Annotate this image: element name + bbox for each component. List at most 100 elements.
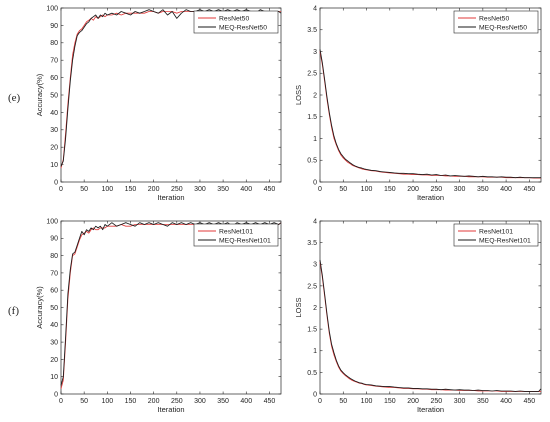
chart-2-xtick-label: 300 (194, 398, 206, 405)
chart-1-ylabel: LOSS (294, 85, 303, 105)
chart-0-xtick-label: 0 (59, 186, 63, 193)
chart-3-ytick-label: 3.5 (307, 240, 317, 247)
chart-2-ytick-label: 10 (50, 374, 58, 381)
chart-2-xtick-label: 400 (240, 398, 252, 405)
chart-1-xtick-label: 200 (407, 186, 419, 193)
chart-2-series-1-line (60, 222, 282, 386)
chart-3-ytick-label: 0 (313, 391, 317, 398)
chart-3-ytick-label: 3 (313, 262, 317, 269)
chart-0-series-1-line (60, 9, 282, 167)
chart-3-xtick-label: 300 (454, 398, 466, 405)
chart-2-legend (193, 223, 279, 247)
chart-1-xtick-label: 300 (454, 186, 466, 193)
chart-2-ytick-label: 80 (50, 253, 58, 260)
chart-0-ytick-label: 60 (50, 75, 58, 82)
chart-2-xtick-label: 0 (59, 398, 63, 405)
chart-1-xtick-label: 100 (361, 186, 373, 193)
chart-3-xtick-label: 150 (384, 398, 396, 405)
chart-3-ytick-label: 0.5 (307, 370, 317, 377)
chart-3-plot-area (319, 220, 542, 395)
chart-1-plot-area (319, 7, 542, 183)
chart-2-xtick-label: 200 (148, 398, 160, 405)
chart-3-xtick-label: 450 (524, 398, 536, 405)
chart-1-ytick-label: 2.5 (307, 71, 317, 78)
chart-1-legend (453, 10, 539, 34)
chart-0-ytick-label: 80 (50, 40, 58, 47)
chart-2-xtick-label: 450 (264, 398, 276, 405)
chart-1-legend-label-1: MEQ-ResNet50 (479, 24, 527, 31)
chart-2-ytick-label: 20 (50, 357, 58, 364)
chart-3-xtick-label: 50 (339, 398, 347, 405)
chart-3-xtick-label: 350 (477, 398, 489, 405)
chart-1-ytick-label: 1 (313, 136, 317, 143)
chart-accuracy-resnet101: 0 50 100 150 200 250 300 350 400 450 0 10 20 30 40 50 60… (35, 218, 282, 414)
chart-0-legend (193, 10, 279, 34)
chart-1-xtick-label: 350 (477, 186, 489, 193)
chart-1-xtick-label: 0 (318, 186, 322, 193)
chart-0-ytick-label: 50 (50, 92, 58, 99)
chart-3-xtick-label: 400 (500, 398, 512, 405)
chart-loss-resnet50: 0 50 100 150 200 250 300 350 400 450 0 0.5 1 1.5 2 2.5 3… (294, 5, 542, 202)
chart-3-xtick-label: 250 (430, 398, 442, 405)
chart-0-ytick-label: 70 (50, 58, 58, 65)
chart-3-series-0-line (319, 262, 541, 392)
chart-0-xtick-label: 150 (125, 186, 137, 193)
chart-2-ytick-label: 60 (50, 288, 58, 295)
chart-0-ytick-label: 90 (50, 23, 58, 30)
chart-2-ytick-label: 70 (50, 270, 58, 277)
chart-1-ytick-label: 0 (313, 179, 317, 186)
chart-2-ytick-label: 30 (50, 340, 58, 347)
chart-0-ylabel: Accuracy(%) (35, 73, 44, 116)
chart-loss-resnet101: 0 50 100 150 200 250 300 350 400 450 0 0.5 1 1.5 2 2.5 3… (294, 218, 542, 414)
chart-accuracy-resnet50: 0 50 100 150 200 250 300 350 400 450 0 10 20 30 40 50 60… (35, 5, 282, 202)
chart-3-xtick-label: 200 (407, 398, 419, 405)
chart-2-xtick-label: 250 (171, 398, 183, 405)
chart-0-xtick-label: 400 (240, 186, 252, 193)
chart-1-ytick-label: 1.5 (307, 114, 317, 121)
chart-0-xtick-label: 50 (80, 186, 88, 193)
chart-3-ytick-label: 1.5 (307, 327, 317, 334)
chart-0-xtick-label: 350 (217, 186, 229, 193)
chart-0-xtick-label: 300 (194, 186, 206, 193)
chart-2-legend-label-1: MEQ-ResNet101 (219, 237, 271, 244)
chart-0-ytick-label: 0 (54, 179, 58, 186)
chart-1-ytick-label: 3 (313, 49, 317, 56)
chart-0-ytick-label: 100 (46, 5, 58, 12)
chart-0-xtick-label: 250 (171, 186, 183, 193)
chart-1-series-1-line (319, 49, 541, 179)
chart-0-ytick-label: 20 (50, 145, 58, 152)
chart-1-xtick-label: 450 (524, 186, 536, 193)
chart-2-xtick-label: 150 (125, 398, 137, 405)
chart-1-xlabel: Iteration (417, 193, 444, 202)
chart-2-ytick-label: 0 (54, 391, 58, 398)
chart-1-ytick-label: 0.5 (307, 158, 317, 165)
chart-1-xtick-label: 250 (430, 186, 442, 193)
chart-0-ytick-label: 40 (50, 110, 58, 117)
chart-0-plot-area (60, 7, 282, 183)
chart-0-xtick-label: 100 (101, 186, 113, 193)
chart-0-ytick-label: 10 (50, 162, 58, 169)
chart-0-legend-label-0: ResNet50 (219, 15, 249, 22)
chart-3-legend (453, 223, 539, 247)
chart-3-xtick-label: 0 (318, 398, 322, 405)
chart-3-ytick-label: 1 (313, 348, 317, 355)
chart-1-xtick-label: 400 (500, 186, 512, 193)
chart-2-ytick-label: 100 (46, 218, 58, 225)
chart-0-xlabel: Iteration (157, 193, 184, 202)
row-label-e: (e) (8, 92, 21, 104)
chart-2-xtick-label: 50 (80, 398, 88, 405)
chart-3-series-1-line (319, 259, 542, 392)
chart-1-ytick-label: 3.5 (307, 27, 317, 34)
chart-2-xtick-label: 350 (217, 398, 229, 405)
chart-2-ytick-label: 50 (50, 305, 58, 312)
chart-3-xtick-label: 100 (361, 398, 373, 405)
row-label-f: (f) (8, 305, 19, 317)
chart-3-ytick-label: 2 (313, 305, 317, 312)
chart-2-xlabel: Iteration (157, 405, 184, 414)
chart-3-ytick-label: 2.5 (307, 283, 317, 290)
chart-1-ytick-label: 4 (313, 5, 317, 12)
chart-2-ytick-label: 40 (50, 322, 58, 329)
chart-2-xtick-label: 100 (101, 398, 113, 405)
chart-0-ytick-label: 30 (50, 127, 58, 134)
